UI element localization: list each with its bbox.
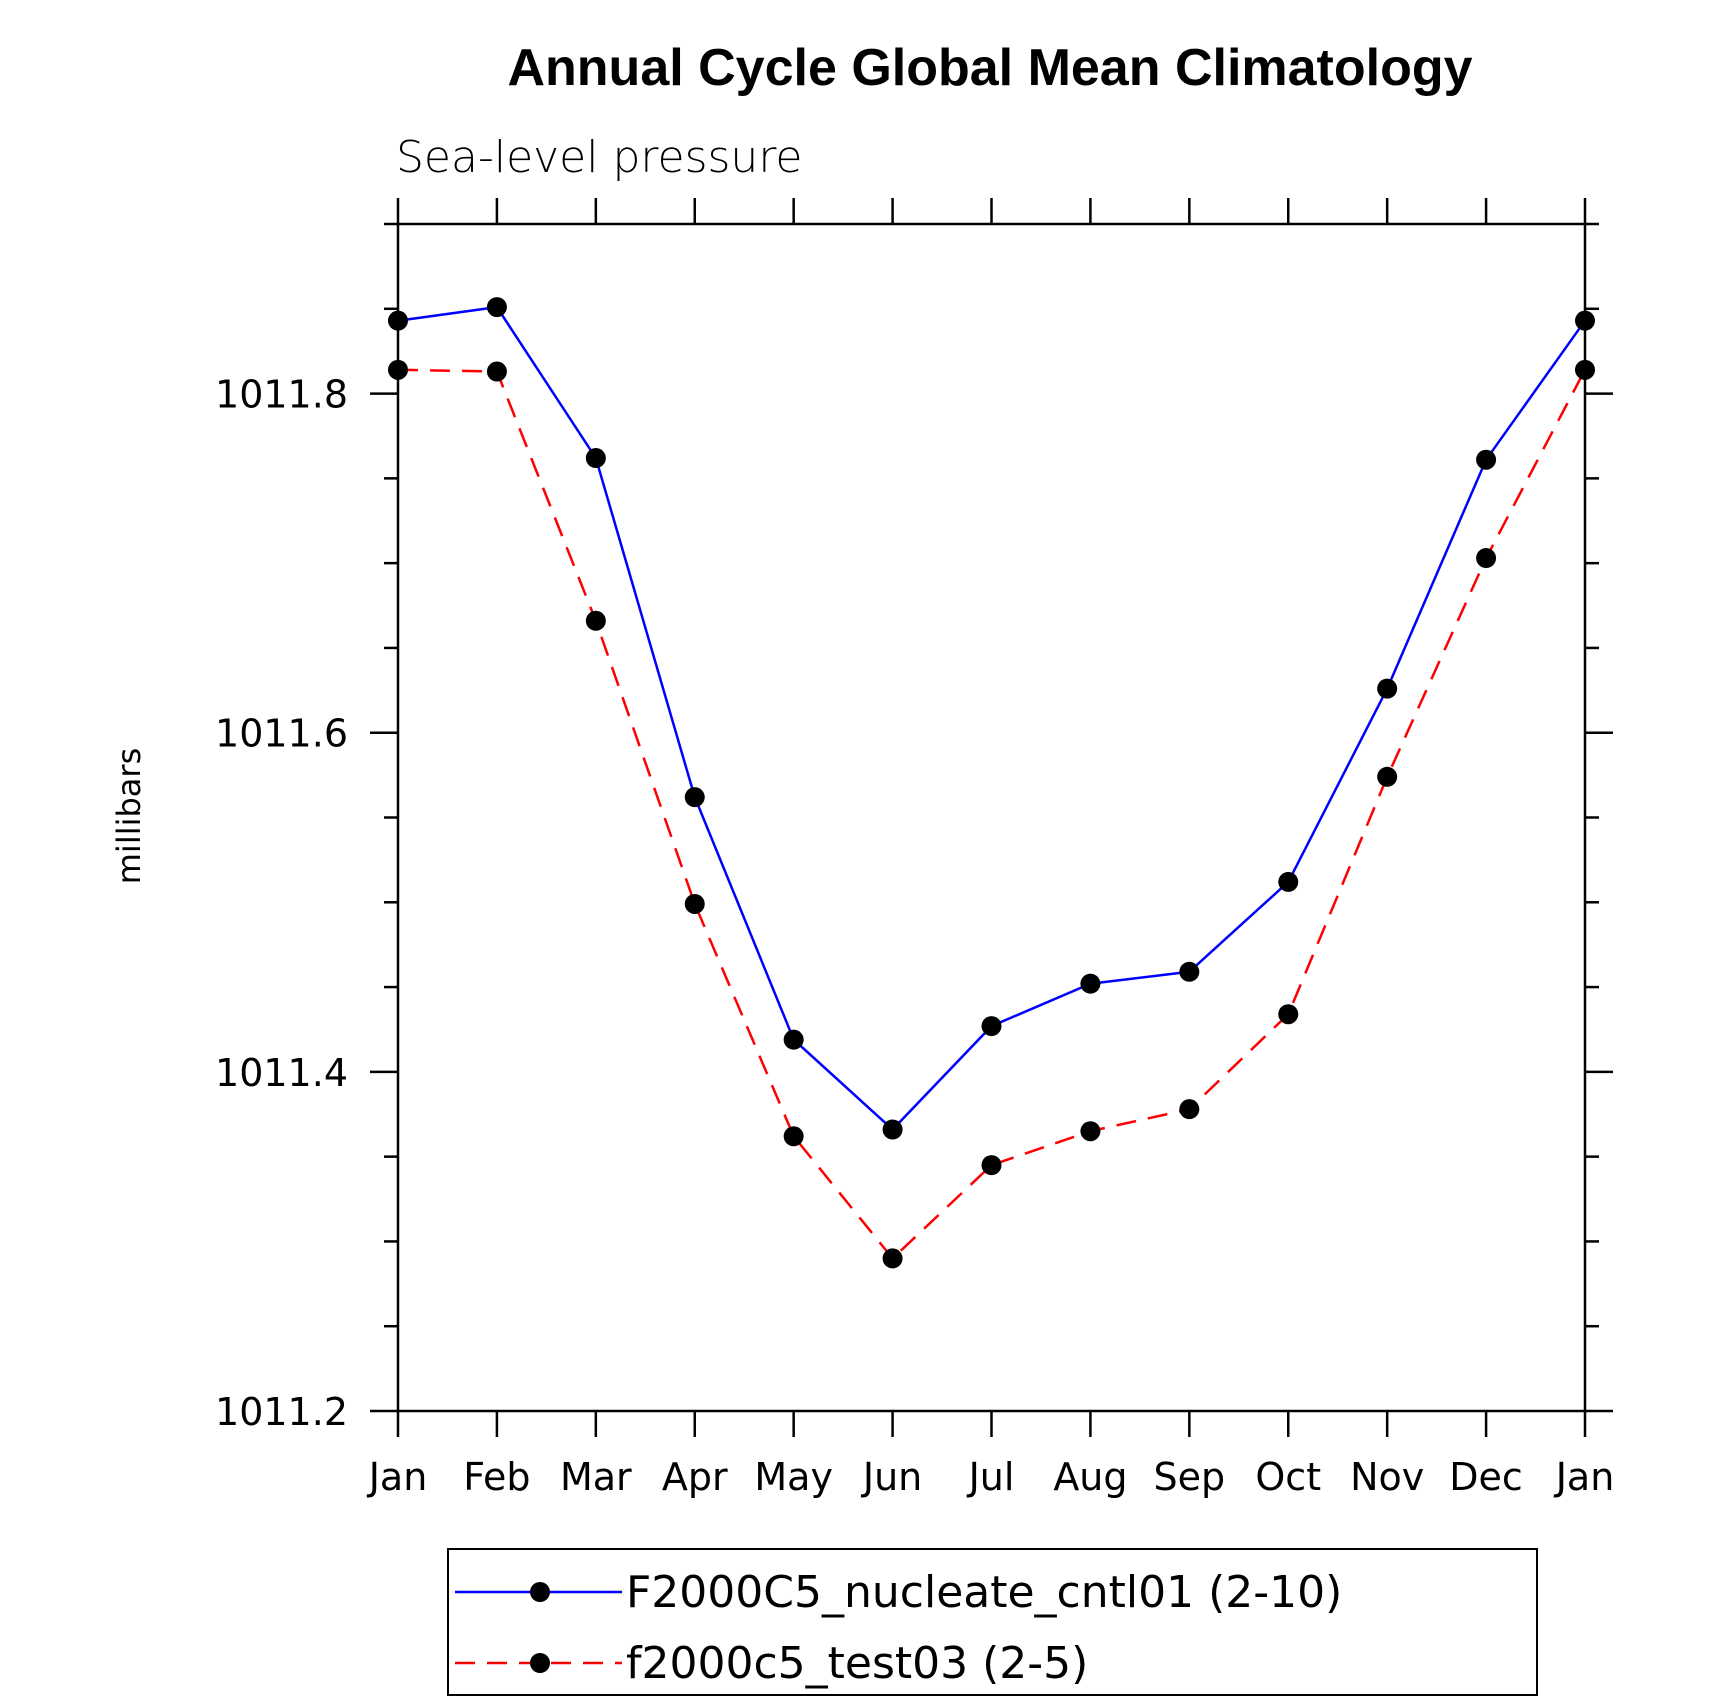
series-line-0 — [397, 305, 1587, 1132]
x-tick-label: Mar — [560, 1455, 632, 1499]
series-0-point — [388, 310, 408, 331]
series-1-point — [1575, 359, 1595, 380]
series-1-point — [486, 361, 507, 382]
series-0-point — [486, 297, 507, 318]
x-tick-label: Apr — [662, 1455, 728, 1499]
y-tick-label: 1011.6 — [215, 712, 348, 756]
x-tick-label: Jan — [1554, 1455, 1615, 1499]
x-axis-ticks: Jan Feb Mar Apr May Jun Jul Aug Sep Oct Nov Dec Jan — [367, 198, 1615, 1499]
x-tick-label: Feb — [463, 1455, 530, 1499]
series-1-point — [585, 610, 606, 631]
chart-subtitle: Sea-level pressure — [396, 132, 803, 183]
series-0-point — [1278, 871, 1299, 892]
series-1-point — [1080, 1121, 1101, 1142]
series-0-point — [882, 1119, 903, 1140]
series-1-point — [1278, 1004, 1299, 1025]
series-0-point — [1377, 678, 1398, 699]
x-tick-label: Oct — [1255, 1455, 1321, 1499]
series-1-point — [1377, 766, 1398, 787]
series-0-point — [1476, 449, 1497, 470]
legend-marker-cntl01 — [530, 1582, 550, 1602]
y-tick-label: 1011.2 — [215, 1390, 348, 1434]
series-0-point — [684, 787, 705, 808]
chart-title: Annual Cycle Global Mean Climatology — [507, 39, 1472, 97]
series-1-point — [882, 1248, 903, 1269]
series-line-1 — [397, 368, 1587, 1261]
series-0-point — [1575, 310, 1595, 331]
legend: F2000C5_nucleate_cntl01 (2-10) f2000c5_t… — [447, 1548, 1538, 1696]
y-axis-label: millibars — [110, 748, 148, 884]
x-tick-label: Dec — [1449, 1455, 1523, 1499]
series-1-point — [981, 1155, 1002, 1176]
series-1-point — [783, 1126, 804, 1147]
legend-box — [447, 1548, 1538, 1696]
legend-label-cntl01: F2000C5_nucleate_cntl01 (2-10) — [626, 1567, 1342, 1618]
plot-frame — [396, 222, 1587, 1413]
series-1-point — [388, 359, 408, 380]
x-tick-label: Jun — [861, 1455, 922, 1499]
series-1-point — [684, 893, 705, 914]
x-tick-label: Sep — [1154, 1455, 1226, 1499]
x-tick-label: Aug — [1053, 1455, 1127, 1499]
series-1-point — [1179, 1099, 1200, 1120]
x-tick-label: Jan — [367, 1455, 428, 1499]
series-0-point — [783, 1029, 804, 1050]
series-1-point — [1476, 548, 1497, 569]
legend-marker-test03 — [530, 1653, 550, 1673]
x-tick-label: Nov — [1350, 1455, 1424, 1499]
x-tick-label: Jul — [967, 1455, 1015, 1499]
legend-label-test03: f2000c5_test03 (2-5) — [626, 1638, 1088, 1689]
y-tick-label: 1011.4 — [215, 1051, 348, 1095]
series-0-point — [1179, 961, 1200, 982]
x-tick-label: May — [754, 1455, 833, 1499]
series-layer — [388, 297, 1595, 1269]
series-0-point — [1080, 973, 1101, 994]
series-0-point — [981, 1016, 1002, 1037]
series-0-point — [585, 448, 606, 469]
y-axis-ticks: 1011.2 1011.4 1011.6 1011.8 — [215, 222, 1613, 1434]
y-tick-label: 1011.8 — [215, 373, 348, 417]
